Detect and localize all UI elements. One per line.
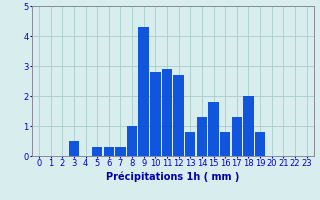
Bar <box>255 132 265 156</box>
Bar <box>208 102 219 156</box>
Bar <box>115 147 126 156</box>
Bar <box>232 117 242 156</box>
Bar <box>69 141 79 156</box>
Bar <box>243 96 254 156</box>
Bar <box>162 69 172 156</box>
Bar <box>150 72 161 156</box>
Bar <box>185 132 196 156</box>
Bar <box>139 27 149 156</box>
Bar <box>173 75 184 156</box>
Bar <box>197 117 207 156</box>
Bar <box>220 132 230 156</box>
Bar <box>127 126 137 156</box>
Bar <box>104 147 114 156</box>
Bar <box>92 147 102 156</box>
X-axis label: Précipitations 1h ( mm ): Précipitations 1h ( mm ) <box>106 171 239 182</box>
